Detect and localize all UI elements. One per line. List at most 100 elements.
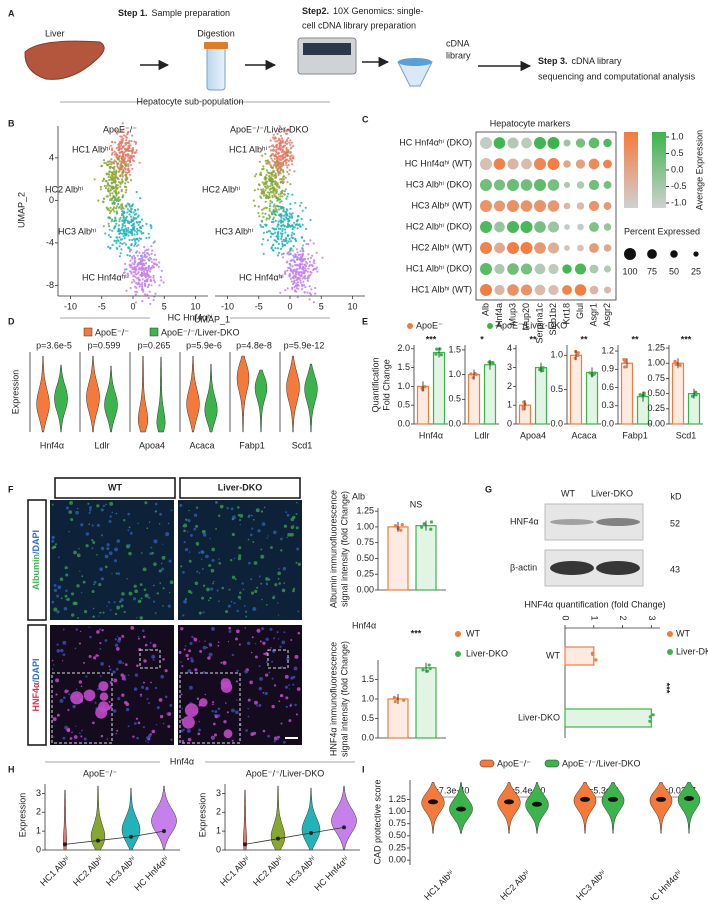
expression-dot — [480, 137, 492, 149]
micrograph-texture — [224, 702, 227, 704]
micrograph-texture — [190, 657, 193, 660]
micrograph-texture — [154, 510, 158, 513]
umap-point — [132, 254, 136, 257]
umap-point — [260, 192, 263, 195]
umap-point — [285, 132, 289, 135]
umap-point — [127, 163, 130, 166]
micrograph-texture — [196, 570, 199, 573]
umap-point — [259, 171, 262, 174]
umap-point — [111, 192, 114, 195]
umap-point — [253, 189, 256, 192]
micrograph-texture — [153, 539, 158, 544]
micrograph-texture — [64, 725, 68, 730]
chart-title: HNF4α quantification (fold Change) — [524, 599, 665, 609]
umap-point — [314, 292, 317, 295]
micrograph-texture — [260, 548, 263, 551]
violin — [677, 782, 701, 834]
violin — [121, 787, 141, 851]
umap-point — [289, 269, 292, 272]
umap-point — [289, 151, 292, 154]
plot-title: ApoE⁻/⁻/Liver-DKO — [230, 124, 309, 134]
micrograph-texture — [268, 671, 271, 674]
umap-point — [131, 167, 134, 170]
chart-title: Hnf4α — [352, 620, 376, 630]
p-value: p=5.9e-6 — [186, 340, 222, 350]
umap-point — [126, 272, 129, 275]
cluster-label: HC2 Albʰⁱ — [202, 184, 240, 194]
umap-point — [267, 214, 271, 217]
row-label: HC Hnf4αʰⁱ (WT) — [405, 158, 472, 168]
section-title: Hnf4α — [170, 756, 194, 766]
expression-dot — [547, 137, 560, 149]
inset-nucleus — [98, 681, 109, 692]
umap-point — [116, 247, 119, 250]
umap-point — [302, 269, 305, 272]
umap-point — [107, 234, 110, 237]
micrograph-texture — [136, 736, 139, 740]
micrograph-texture — [62, 696, 66, 699]
micrograph-texture — [286, 513, 290, 517]
umap-point — [127, 145, 130, 148]
micrograph-texture — [161, 555, 166, 560]
umap-point — [277, 227, 280, 230]
micrograph-texture — [73, 735, 78, 739]
umap-point — [268, 178, 271, 181]
y-tick-label: 1.0 — [397, 381, 410, 391]
micrograph-texture — [290, 638, 293, 641]
row-header-stain: HNF4α — [31, 682, 41, 712]
umap-point — [117, 196, 121, 199]
expression-dot — [534, 242, 546, 254]
umap-point — [253, 175, 257, 178]
umap-point — [293, 260, 296, 263]
umap-point — [266, 191, 269, 194]
umap-point — [291, 249, 294, 252]
umap-point — [130, 218, 133, 221]
micrograph-texture — [233, 557, 236, 560]
micrograph-texture — [116, 539, 121, 543]
micrograph-texture — [187, 669, 192, 673]
umap-point — [290, 247, 293, 250]
umap-point — [121, 164, 124, 167]
micrograph-texture — [256, 586, 259, 589]
p-value: p=5.4e-10 — [505, 785, 546, 795]
micrograph-texture — [286, 536, 288, 538]
micrograph-texture — [277, 614, 280, 616]
micrograph-texture — [237, 595, 242, 599]
umap-point — [262, 215, 265, 218]
inset-nucleus — [98, 701, 110, 713]
umap-point — [124, 157, 127, 160]
micrograph-texture — [170, 738, 173, 741]
micrograph-texture — [116, 635, 119, 638]
umap-point — [275, 188, 278, 191]
micrograph-texture — [55, 693, 58, 696]
umap-point — [289, 240, 292, 243]
micrograph-texture — [182, 525, 185, 528]
umap-point — [298, 223, 301, 226]
expression-dot — [534, 263, 546, 275]
micrograph-texture — [60, 648, 64, 653]
umap-point — [291, 271, 294, 274]
umap-point — [118, 160, 121, 163]
violin — [86, 355, 100, 433]
micrograph-texture — [289, 704, 292, 707]
micrograph-texture — [183, 648, 186, 651]
umap-point — [272, 149, 275, 152]
umap-point — [271, 196, 274, 199]
umap-point — [301, 244, 305, 247]
umap-point — [307, 257, 310, 260]
umap-point — [140, 283, 144, 286]
micrograph-texture — [127, 512, 131, 516]
micrograph-texture — [127, 544, 131, 547]
umap-point — [280, 216, 283, 219]
umap-point — [152, 258, 156, 261]
micrograph-texture — [228, 588, 231, 591]
micrograph-texture — [51, 535, 55, 540]
micrograph-texture — [214, 710, 218, 714]
micrograph-texture — [149, 641, 152, 644]
p-value: p=5.9e-12 — [284, 340, 325, 350]
umap-point — [145, 222, 148, 225]
umap-point — [117, 143, 120, 146]
umap-point — [152, 241, 155, 244]
micrograph-texture — [179, 503, 183, 507]
micrograph-texture — [53, 736, 55, 738]
